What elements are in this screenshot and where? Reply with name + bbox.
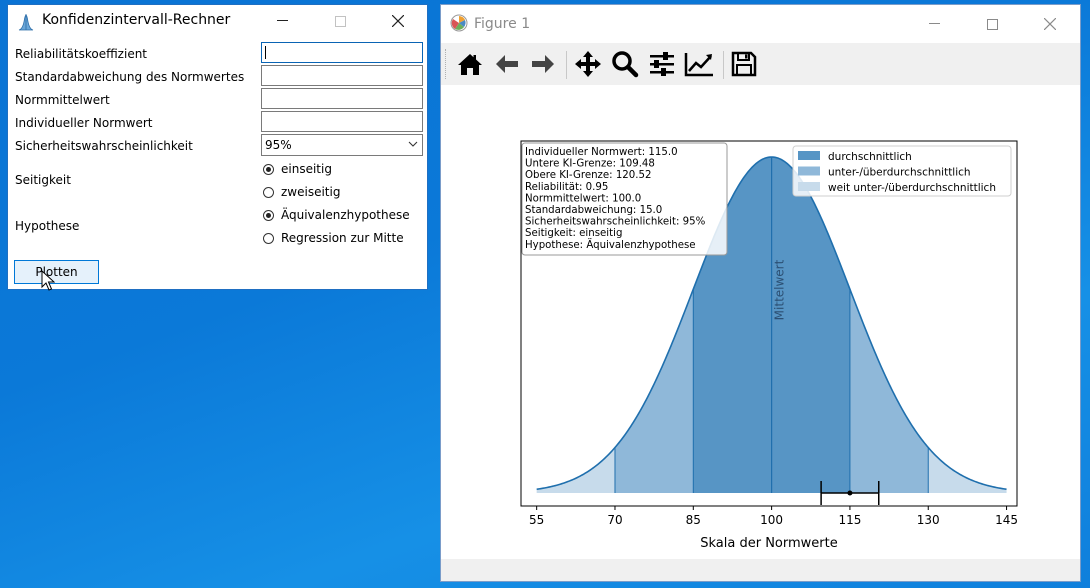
maximize-icon [986, 18, 998, 30]
edit-axis-button[interactable] [684, 49, 714, 79]
calculator-titlebar[interactable]: Konfidenzintervall-Rechner [8, 5, 427, 37]
save-icon [731, 51, 757, 77]
x-tick-label: 115 [838, 513, 861, 527]
subplots-icon [650, 52, 674, 76]
x-tick-label: 85 [686, 513, 701, 527]
individual-score-input[interactable] [261, 111, 423, 132]
legend [792, 145, 1012, 197]
confidence-label: Sicherheitswahrscheinlichkeit [15, 139, 193, 153]
info-box-line: Obere KI-Grenze: 120.52 [525, 170, 651, 181]
toolbar-grip[interactable] [445, 49, 448, 79]
mouse-cursor-icon [41, 270, 55, 291]
info-box-line: Standardabweichung: 15.0 [525, 205, 662, 216]
close-icon [1044, 18, 1056, 30]
radio-einseitig[interactable]: einseitig [263, 162, 332, 176]
figure-canvas[interactable]: Mittelwert 55 70 85 100 115 130 145 Skala der No… [441, 85, 1080, 559]
legend-entry: durchschnittlich [828, 151, 912, 163]
x-tick-label: 130 [917, 513, 940, 527]
legend-entry: weit unter-/überdurchschnittlich [828, 182, 996, 194]
back-button[interactable] [492, 49, 522, 79]
radio-selected-indicator [263, 163, 274, 175]
pan-button[interactable] [573, 49, 603, 79]
hypothesis-label: Hypothese [15, 219, 80, 233]
x-tick-label: 70 [607, 513, 622, 527]
close-icon [392, 15, 404, 27]
text-caret [265, 46, 266, 59]
calculator-window: Konfidenzintervall-Rechner Reliabilitäts… [7, 4, 428, 290]
norm-mean-input[interactable] [261, 88, 423, 109]
legend-swatch [798, 151, 820, 160]
reliability-input[interactable] [261, 42, 423, 63]
info-box-line: Sicherheitswahrscheinlichkeit: 95% [525, 217, 706, 228]
pan-icon [575, 51, 601, 77]
matplotlib-icon [450, 14, 468, 32]
subplots-button[interactable] [647, 49, 677, 79]
info-box [521, 142, 728, 256]
sd-label: Standardabweichung des Normwertes [15, 70, 245, 84]
individual-score-label: Individueller Normwert [15, 116, 153, 130]
x-tick-label: 100 [760, 513, 783, 527]
figure-minimize-button[interactable] [905, 8, 963, 40]
info-box-line: Normmittelwert: 100.0 [525, 193, 641, 204]
figure-titlebar[interactable]: Figure 1 [441, 5, 1080, 43]
confidence-value: 95% [265, 138, 292, 152]
info-box-line: Untere KI-Grenze: 109.48 [525, 159, 655, 170]
forward-arrow-icon [532, 55, 554, 73]
legend-swatch [798, 182, 820, 191]
x-tick-label: 55 [529, 513, 544, 527]
reliability-label: Reliabilitätskoeffizient [15, 47, 148, 61]
figure-window: Figure 1 [440, 4, 1081, 582]
minimize-button[interactable] [259, 5, 305, 37]
norm-mean-label: Normmittelwert [15, 93, 110, 107]
confidence-select[interactable]: 95% [261, 134, 423, 156]
info-box-line: Hypothese: Äquivalenzhypothese [525, 238, 696, 251]
mean-label: Mittelwert [773, 259, 787, 320]
info-box-line: Reliabilität: 0.95 [525, 182, 608, 193]
sidedness-label: Seitigkeit [15, 173, 71, 187]
chevron-down-icon [408, 141, 418, 147]
figure-title: Figure 1 [474, 16, 531, 32]
legend-entry: unter-/überdurchschnittlich [828, 167, 971, 179]
home-button[interactable] [455, 49, 485, 79]
normal-distribution-plot: Mittelwert 55 70 85 100 115 130 145 Skala der No… [520, 140, 1018, 551]
x-axis-label: Skala der Normwerte [700, 536, 837, 551]
calculator-title: Konfidenzintervall-Rechner [42, 12, 231, 28]
x-tick-label: 145 [995, 513, 1018, 527]
minimize-icon [928, 23, 940, 24]
radio-selected-indicator [263, 209, 274, 221]
plot-button[interactable]: Plotten [14, 260, 99, 284]
radio-aequivalenz[interactable]: Äquivalenzhypothese [263, 208, 410, 222]
radio-zweiseitig[interactable]: zweiseitig [263, 185, 340, 199]
bell-curve-app-icon [18, 14, 34, 31]
info-box-line: Individueller Normwert: 115.0 [525, 147, 678, 158]
radio-indicator [263, 186, 274, 198]
ci-point [847, 490, 853, 496]
figure-close-button[interactable] [1021, 8, 1079, 40]
toolbar-separator [566, 51, 567, 79]
minimize-icon [276, 20, 288, 21]
zoom-icon [612, 51, 639, 78]
forward-button[interactable] [528, 49, 558, 79]
sd-input[interactable] [261, 65, 423, 86]
maximize-icon [334, 15, 346, 27]
back-arrow-icon [496, 55, 518, 73]
info-box-line: Seitigkeit: einseitig [525, 228, 622, 239]
figure-statusbar [441, 559, 1080, 581]
maximize-button [317, 5, 363, 37]
legend-swatch [798, 166, 820, 176]
save-button[interactable] [729, 49, 759, 79]
plot-frame [520, 140, 1018, 507]
radio-regression[interactable]: Regression zur Mitte [263, 231, 404, 245]
figure-maximize-button[interactable] [963, 8, 1021, 40]
edit-axis-icon [684, 53, 713, 77]
home-icon [458, 54, 482, 75]
close-button[interactable] [375, 5, 421, 37]
figure-toolbar [441, 43, 1080, 85]
zoom-button[interactable] [610, 49, 640, 79]
radio-indicator [263, 232, 274, 244]
toolbar-separator [723, 51, 724, 79]
